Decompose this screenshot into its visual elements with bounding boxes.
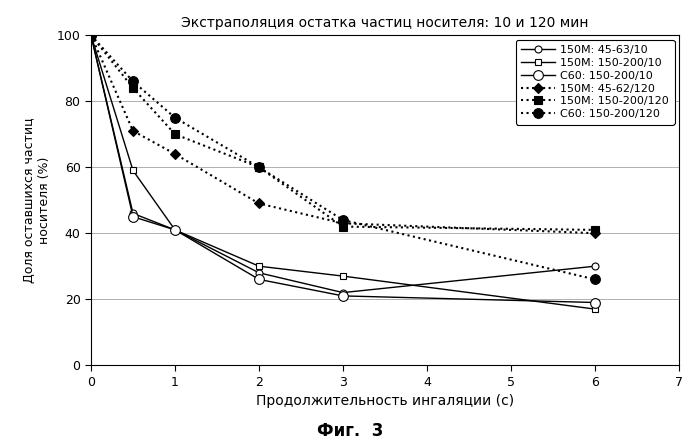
150М: 45-62/120: (3, 43): 45-62/120: (3, 43): [339, 220, 347, 226]
150М: 150-200/10: (0, 100): 150-200/10: (0, 100): [87, 33, 95, 38]
Line: 150М: 45-62/120: 150М: 45-62/120: [88, 32, 598, 237]
Line: С60: 150-200/10: С60: 150-200/10: [86, 30, 600, 308]
150М: 45-63/10: (6, 30): 45-63/10: (6, 30): [591, 264, 599, 269]
150М: 150-200/10: (0.5, 59): 150-200/10: (0.5, 59): [129, 168, 137, 173]
150М: 150-200/10: (2, 30): 150-200/10: (2, 30): [255, 264, 263, 269]
С60: 150-200/120: (1, 75): 150-200/120: (1, 75): [171, 115, 179, 120]
150М: 150-200/120: (0, 100): 150-200/120: (0, 100): [87, 33, 95, 38]
С60: 150-200/120: (6, 26): 150-200/120: (6, 26): [591, 277, 599, 282]
Y-axis label: Доля оставшихся частиц
носителя (%): Доля оставшихся частиц носителя (%): [23, 117, 51, 283]
150М: 150-200/10: (3, 27): 150-200/10: (3, 27): [339, 273, 347, 279]
150М: 45-63/10: (2, 28): 45-63/10: (2, 28): [255, 270, 263, 275]
С60: 150-200/120: (3, 44): 150-200/120: (3, 44): [339, 217, 347, 223]
С60: 150-200/10: (6, 19): 150-200/10: (6, 19): [591, 300, 599, 305]
С60: 150-200/120: (2, 60): 150-200/120: (2, 60): [255, 165, 263, 170]
150М: 150-200/120: (1, 70): 150-200/120: (1, 70): [171, 132, 179, 137]
Line: 150М: 150-200/120: 150М: 150-200/120: [87, 31, 599, 234]
С60: 150-200/10: (3, 21): 150-200/10: (3, 21): [339, 293, 347, 298]
150М: 45-62/120: (6, 40): 45-62/120: (6, 40): [591, 231, 599, 236]
С60: 150-200/10: (1, 41): 150-200/10: (1, 41): [171, 227, 179, 232]
150М: 150-200/120: (3, 42): 150-200/120: (3, 42): [339, 224, 347, 229]
С60: 150-200/10: (2, 26): 150-200/10: (2, 26): [255, 277, 263, 282]
150М: 45-63/10: (0.5, 46): 45-63/10: (0.5, 46): [129, 211, 137, 216]
150М: 45-62/120: (2, 49): 45-62/120: (2, 49): [255, 201, 263, 206]
150М: 45-62/120: (0.5, 71): 45-62/120: (0.5, 71): [129, 128, 137, 133]
X-axis label: Продолжительность ингаляции (с): Продолжительность ингаляции (с): [256, 394, 514, 408]
Line: С60: 150-200/120: С60: 150-200/120: [86, 30, 600, 284]
150М: 45-63/10: (3, 22): 45-63/10: (3, 22): [339, 290, 347, 295]
150М: 150-200/10: (6, 17): 150-200/10: (6, 17): [591, 306, 599, 312]
С60: 150-200/10: (0, 100): 150-200/10: (0, 100): [87, 33, 95, 38]
С60: 150-200/120: (0, 100): 150-200/120: (0, 100): [87, 33, 95, 38]
150М: 150-200/120: (6, 41): 150-200/120: (6, 41): [591, 227, 599, 232]
150М: 45-63/10: (0, 100): 45-63/10: (0, 100): [87, 33, 95, 38]
150М: 45-63/10: (1, 41): 45-63/10: (1, 41): [171, 227, 179, 232]
С60: 150-200/120: (0.5, 86): 150-200/120: (0.5, 86): [129, 79, 137, 84]
150М: 150-200/120: (0.5, 84): 150-200/120: (0.5, 84): [129, 85, 137, 91]
150М: 45-62/120: (1, 64): 45-62/120: (1, 64): [171, 151, 179, 157]
Legend: 150М: 45-63/10, 150М: 150-200/10, С60: 150-200/10, 150М: 45-62/120, 150М: 150-20: 150М: 45-63/10, 150М: 150-200/10, С60: 1…: [516, 40, 675, 125]
Title: Экстраполяция остатка частиц носителя: 10 и 120 мин: Экстраполяция остатка частиц носителя: 1…: [181, 16, 589, 30]
150М: 150-200/120: (2, 60): 150-200/120: (2, 60): [255, 165, 263, 170]
150М: 45-62/120: (0, 100): 45-62/120: (0, 100): [87, 33, 95, 38]
Line: 150М: 45-63/10: 150М: 45-63/10: [88, 32, 598, 296]
Text: Фиг.  3: Фиг. 3: [317, 422, 383, 440]
Line: 150М: 150-200/10: 150М: 150-200/10: [88, 32, 598, 312]
150М: 150-200/10: (1, 41): 150-200/10: (1, 41): [171, 227, 179, 232]
С60: 150-200/10: (0.5, 45): 150-200/10: (0.5, 45): [129, 214, 137, 219]
